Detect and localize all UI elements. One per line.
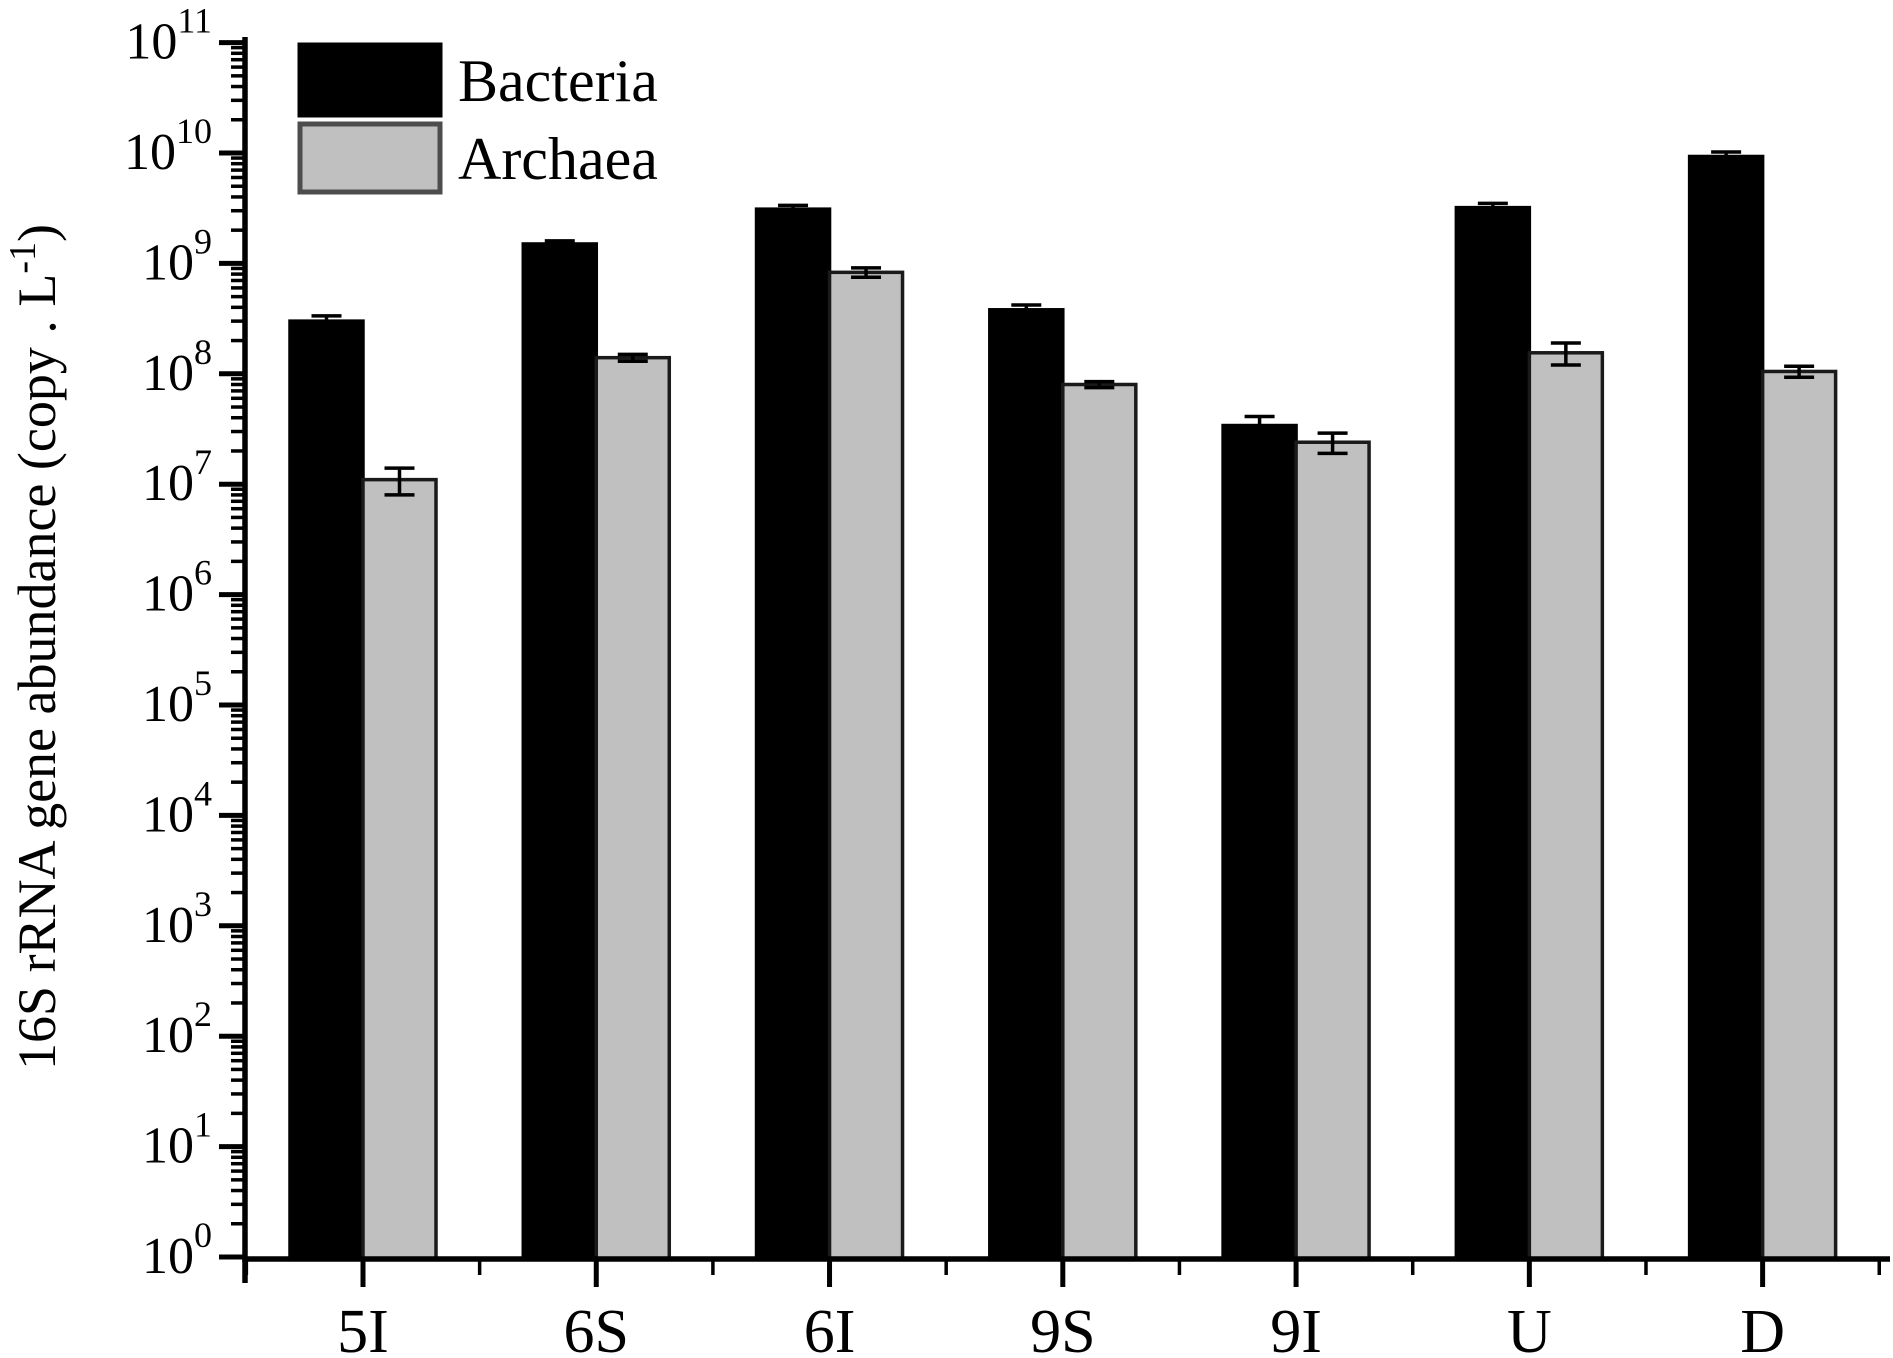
y-tick-label-4: 104 bbox=[142, 773, 212, 843]
legend-label-archaea: Archaea bbox=[458, 126, 658, 192]
axes-layer: 100 101 102 103 104 105 106 107 108 109 1010 1011 5I… bbox=[124, 1, 1890, 1358]
legend-swatch-bacteria bbox=[297, 42, 443, 118]
legend-swatch-archaea bbox=[297, 121, 443, 195]
x-label-U: U bbox=[1507, 1298, 1552, 1358]
bar-bacteria-D bbox=[1687, 154, 1765, 1261]
y-axis-title: 16S rRNA gene abundance (copy . L-1) bbox=[2, 224, 67, 1070]
error-bars-layer bbox=[311, 150, 1815, 497]
y-tick-label-8: 108 bbox=[142, 332, 212, 402]
legend-label-bacteria: Bacteria bbox=[458, 48, 658, 114]
bar-archaea-D bbox=[1760, 369, 1838, 1261]
bar-bacteria-6I bbox=[754, 207, 832, 1261]
bar-archaea-9I bbox=[1294, 440, 1371, 1261]
bar-archaea-6I bbox=[827, 270, 905, 1261]
bar-bacteria-U bbox=[1454, 205, 1532, 1261]
y-tick-label-10: 1010 bbox=[124, 111, 212, 181]
y-tick-label-7: 107 bbox=[142, 442, 212, 512]
bar-archaea-5I bbox=[361, 477, 438, 1261]
x-label-D: D bbox=[1740, 1298, 1785, 1358]
bar-archaea-9S bbox=[1061, 382, 1138, 1261]
legend: Bacteria Archaea bbox=[297, 42, 658, 195]
y-tick-label-2: 102 bbox=[142, 994, 212, 1064]
bars-layer bbox=[288, 154, 1838, 1261]
x-label-9S: 9S bbox=[1030, 1298, 1095, 1358]
y-tick-label-11: 1011 bbox=[125, 1, 212, 71]
x-label-5I: 5I bbox=[337, 1298, 389, 1358]
x-label-6S: 6S bbox=[564, 1298, 629, 1358]
bar-archaea-6S bbox=[594, 355, 672, 1261]
x-label-9I: 9I bbox=[1270, 1298, 1322, 1358]
y-tick-label-6: 106 bbox=[142, 553, 212, 623]
y-tick-label-0: 100 bbox=[142, 1215, 212, 1285]
bar-bacteria-9S bbox=[988, 308, 1065, 1261]
bar-bacteria-9I bbox=[1221, 423, 1298, 1261]
bar-bacteria-5I bbox=[288, 319, 365, 1261]
y-tick-label-1: 101 bbox=[142, 1105, 212, 1175]
y-tick-label-5: 105 bbox=[142, 663, 212, 733]
y-tick-label-9: 109 bbox=[142, 221, 212, 291]
x-label-6I: 6I bbox=[804, 1298, 856, 1358]
y-tick-label-3: 103 bbox=[142, 884, 212, 954]
bar-bacteria-6S bbox=[521, 242, 599, 1261]
bar-archaea-U bbox=[1527, 351, 1605, 1261]
